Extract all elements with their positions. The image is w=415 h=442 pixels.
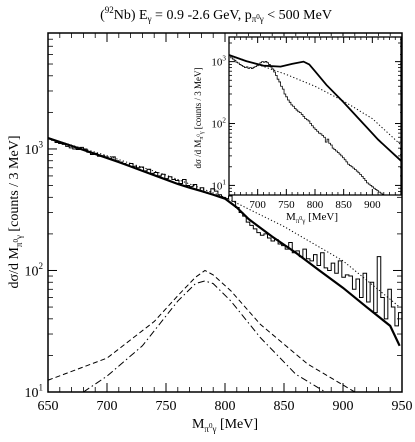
x-tick-label: 900 [333,399,354,414]
x-tick-label: 650 [38,399,59,414]
background-fit-dotted [48,137,400,308]
inset-series [229,54,401,195]
series-clip-group [48,136,402,392]
inset-background [228,36,400,194]
y-tick-label: 101 [211,178,226,192]
main-ticks: 650 700 750 800 850 900 950 101 102 103 [24,32,413,414]
signal-dashdot-line [83,280,326,392]
inset-plot: 700 750 800 850 900 101 102 103 [211,36,402,211]
main-series [48,136,402,392]
y-tick-label: 103 [24,140,43,158]
x-tick-label: 800 [307,199,324,211]
x-tick-label: 750 [278,199,295,211]
background-fit-dotted [229,54,401,146]
x-tick-label: 700 [249,199,266,211]
x-tick-label: 700 [97,399,118,414]
x-tick-label: 950 [392,399,413,414]
series-clip-group [229,54,401,195]
total-fit-line [48,136,401,347]
y-tick-label: 102 [211,116,226,130]
inset-y-axis-label: dσ /d Mπ0γ [counts / 3 MeV] [193,67,205,168]
y-tick-label: 101 [24,383,43,401]
chart-title: (92Nb) Eγ = 0.9 -2.6 GeV, pπ0γ < 500 MeV [100,5,332,24]
y-tick-label: 103 [211,55,226,69]
inset-ticks: 700 750 800 850 900 101 102 103 [211,37,401,211]
total-fit-line [229,54,401,162]
x-tick-label: 800 [215,399,236,414]
main-x-axis-label: Mπ0γ [MeV] [192,417,258,434]
inset-x-axis-label: Mπ0γ [MeV] [286,211,338,225]
x-tick-label: 900 [364,199,381,211]
x-tick-label: 850 [335,199,352,211]
main-plot: 650 700 750 800 850 900 950 101 102 103 [24,32,413,414]
x-tick-label: 850 [274,399,295,414]
histogram-data [229,55,384,195]
main-y-axis-label: dσ/d Mπ0γ [counts / 3 MeV] [7,136,24,289]
x-tick-label: 750 [156,399,177,414]
y-tick-label: 102 [24,261,43,279]
signal-dashed-line [48,269,357,392]
